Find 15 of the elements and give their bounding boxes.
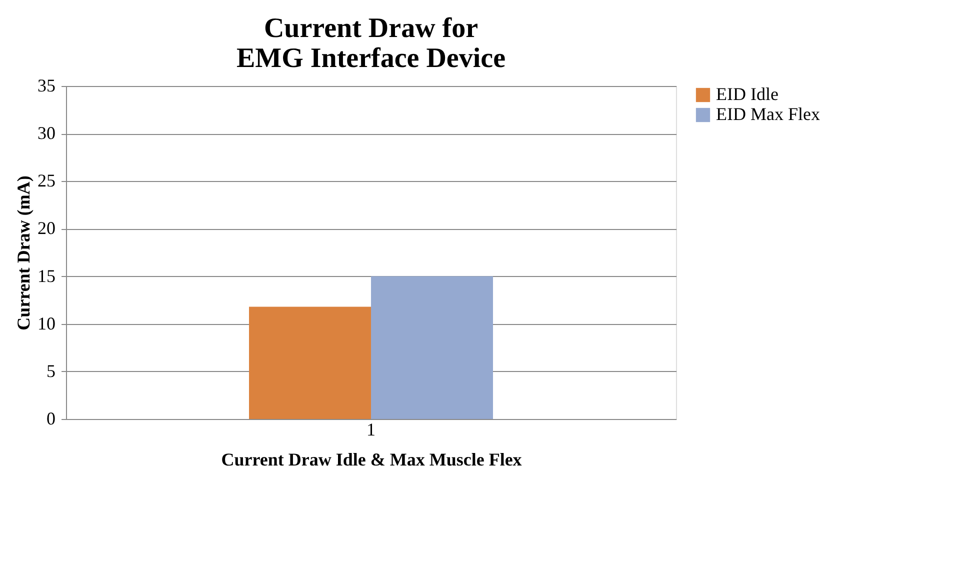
x-axis-title: Current Draw Idle & Max Muscle Flex [221, 450, 522, 470]
text: EMG Interface Device [236, 43, 506, 74]
y-tick-label: 25 [38, 170, 56, 191]
y-axis-title: Current Draw (mA) [14, 176, 34, 330]
x-tick-label: 1 [366, 420, 376, 440]
text: Current Draw for [264, 13, 478, 44]
y-tick-label: 20 [38, 218, 56, 238]
y-tick-label: 35 [38, 76, 56, 96]
legend-label: EID Max Flex [716, 104, 820, 124]
y-tick-label: 10 [38, 313, 56, 334]
y-tick-label: 5 [46, 360, 56, 381]
y-tick-label: 0 [46, 408, 56, 428]
y-tick-label: 15 [38, 266, 56, 286]
legend-label: EID Idle [716, 84, 778, 104]
y-tick-label: 30 [38, 123, 56, 144]
